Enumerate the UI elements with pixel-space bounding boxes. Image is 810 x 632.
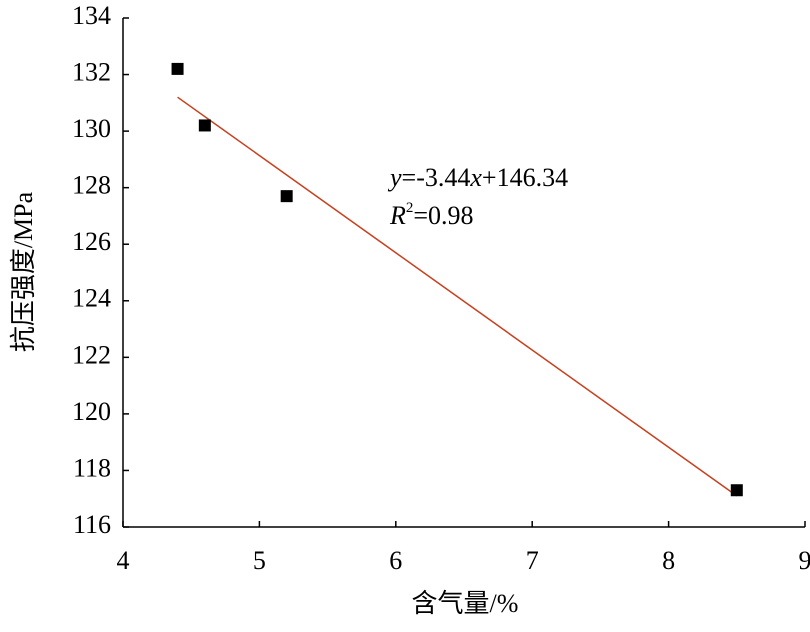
point — [280, 190, 293, 203]
x-tick-label: 5 — [253, 546, 266, 575]
y-tick-label: 124 — [72, 284, 111, 313]
equation-part: y — [387, 163, 402, 192]
r-squared: R2=0.98 — [389, 200, 474, 230]
y-tick-label: 126 — [72, 227, 111, 256]
y-tick-label: 122 — [72, 340, 111, 369]
x-tick-label: 6 — [389, 546, 402, 575]
x-tick-label: 7 — [526, 546, 539, 575]
x-tick-label: 4 — [117, 546, 130, 575]
x-axis-label: 含气量/% — [412, 589, 519, 618]
x-tick-label: 9 — [799, 546, 810, 575]
y-tick-label: 132 — [72, 58, 111, 87]
r-part: R — [389, 201, 406, 230]
y-axis-label: 抗压强度/MPa — [9, 191, 38, 352]
point — [171, 62, 184, 75]
r-part: 2 — [406, 200, 414, 216]
y-tick-label: 116 — [73, 510, 111, 539]
point — [198, 119, 211, 132]
y-tick-label: 120 — [72, 397, 111, 426]
y-tick-label: 128 — [72, 171, 111, 200]
point — [730, 484, 743, 497]
y-tick-label: 130 — [72, 114, 111, 143]
equation: y=-3.44x+146.34 — [387, 163, 568, 192]
x-tick-label: 8 — [662, 546, 675, 575]
equation-part: =-3.44 — [402, 163, 471, 192]
y-tick-label: 134 — [72, 1, 111, 30]
y-tick-label: 118 — [73, 453, 111, 482]
equation-part: +146.34 — [482, 163, 568, 192]
r-part: =0.98 — [413, 201, 473, 230]
equation-part: x — [469, 163, 482, 192]
trendline — [177, 96, 738, 497]
